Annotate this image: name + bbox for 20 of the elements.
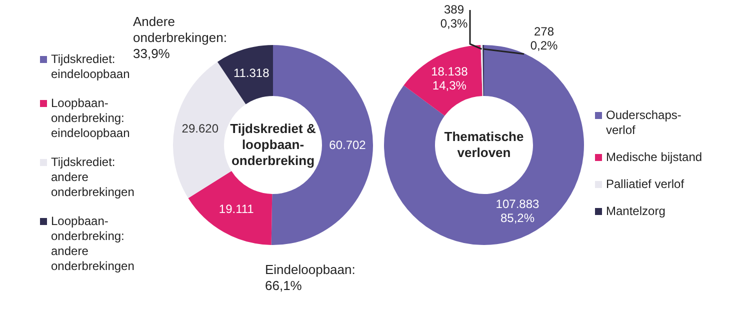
- text: Eindeloopbaan: 66,1%: [265, 262, 356, 294]
- data-label: 278 0,2%: [530, 24, 558, 52]
- text: Thematische verloven: [443, 128, 525, 162]
- text: Tijdskrediet & loopbaan-onderbreking: [229, 120, 317, 170]
- legend-label: Loopbaan-onderbreking: andere onderbrekingen: [51, 214, 136, 274]
- legend-label: Medische bijstand: [606, 150, 704, 164]
- data-label: 29.620: [182, 122, 219, 136]
- legend-label: Mantelzorg: [606, 204, 666, 218]
- legend-label: Loopbaan-onderbreking: eindeloopbaan: [51, 96, 131, 141]
- legend-label: Tijdskrediet: eindeloopbaan: [51, 52, 130, 81]
- legend-label: Palliatief verlof: [606, 176, 686, 192]
- data-label: 389 0,3%: [440, 2, 468, 30]
- data-label: 60.702: [329, 138, 366, 152]
- data-label: 107.883 85,2%: [496, 196, 540, 225]
- text: Andere onderbrekingen: 33,9%: [133, 14, 228, 62]
- data-label: 11.318: [233, 66, 270, 80]
- data-label: 18.138 14,3%: [431, 64, 468, 92]
- legend-label: Ouderschaps-verlof: [606, 108, 682, 138]
- legend-label: Tijdskrediet: andere onderbrekingen: [51, 155, 136, 200]
- data-label: 19.111: [218, 202, 254, 216]
